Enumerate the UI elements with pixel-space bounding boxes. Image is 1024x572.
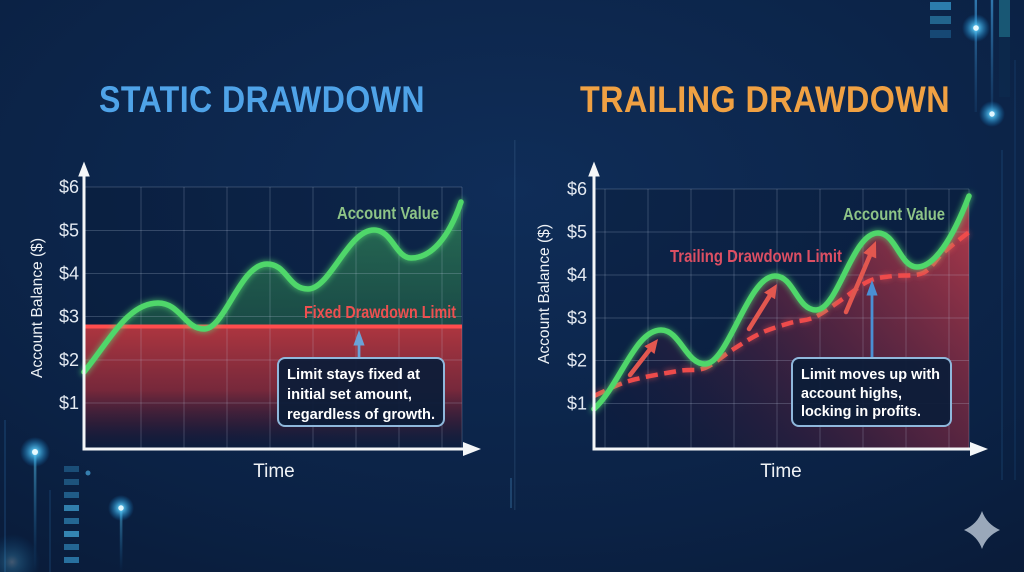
svg-text:initial set amount,: initial set amount, bbox=[287, 386, 412, 403]
svg-text:Account Balance ($): Account Balance ($) bbox=[29, 238, 46, 378]
svg-text:Account Value: Account Value bbox=[337, 203, 439, 223]
svg-text:$6: $6 bbox=[59, 177, 79, 197]
svg-text:$4: $4 bbox=[567, 265, 587, 285]
svg-text:Fixed Drawdown Limit: Fixed Drawdown Limit bbox=[304, 302, 456, 322]
svg-text:$5: $5 bbox=[59, 221, 79, 241]
svg-text:locking in profits.: locking in profits. bbox=[801, 403, 921, 420]
svg-text:$3: $3 bbox=[567, 308, 587, 328]
svg-text:Trailing Drawdown Limit: Trailing Drawdown Limit bbox=[670, 246, 842, 266]
svg-text:$4: $4 bbox=[59, 264, 79, 284]
svg-text:$5: $5 bbox=[567, 222, 587, 242]
svg-text:Limit stays fixed at: Limit stays fixed at bbox=[287, 366, 420, 383]
svg-text:Time: Time bbox=[760, 461, 802, 482]
svg-text:TRAILING DRAWDOWN: TRAILING DRAWDOWN bbox=[580, 79, 950, 120]
svg-text:regardless of growth.: regardless of growth. bbox=[287, 406, 435, 423]
svg-text:Account Value: Account Value bbox=[843, 204, 945, 224]
svg-text:Time: Time bbox=[253, 461, 295, 482]
svg-text:$2: $2 bbox=[567, 351, 587, 371]
svg-text:$6: $6 bbox=[567, 179, 587, 199]
svg-text:$1: $1 bbox=[567, 394, 587, 414]
svg-text:Account Balance ($): Account Balance ($) bbox=[536, 224, 553, 364]
svg-text:$3: $3 bbox=[59, 307, 79, 327]
svg-text:$2: $2 bbox=[59, 350, 79, 370]
svg-text:$1: $1 bbox=[59, 393, 79, 413]
svg-text:STATIC DRAWDOWN: STATIC DRAWDOWN bbox=[99, 79, 425, 120]
svg-text:account highs,: account highs, bbox=[801, 385, 902, 402]
svg-text:Limit moves up with: Limit moves up with bbox=[801, 366, 940, 383]
